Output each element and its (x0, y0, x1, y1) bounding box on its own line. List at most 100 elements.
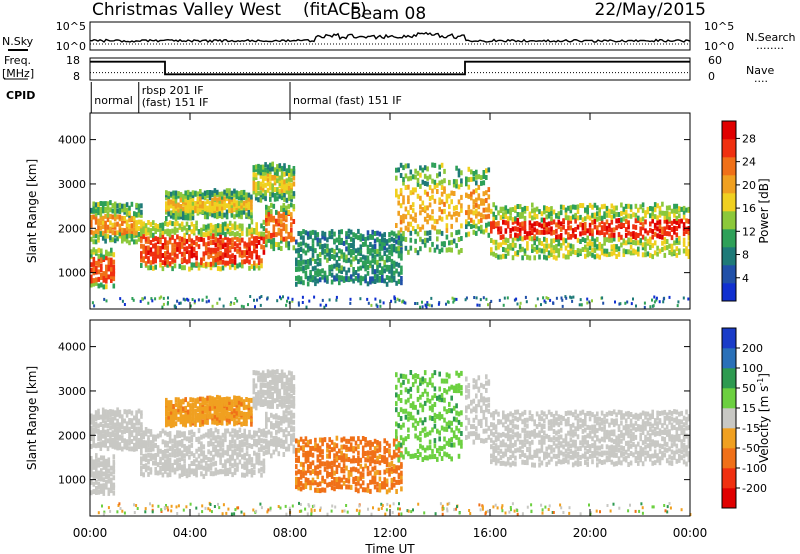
heatmap-cell (543, 435, 546, 441)
heatmap-cell (173, 439, 177, 445)
heatmap-cell (102, 477, 106, 483)
heatmap-cell (455, 410, 458, 416)
heatmap-cell (321, 234, 324, 240)
heatmap-cell (543, 451, 546, 457)
heatmap-cell (236, 248, 239, 254)
heatmap-cell (205, 300, 208, 304)
heatmap-cell (261, 399, 265, 405)
heatmap-cell (290, 380, 293, 385)
heatmap-cell (176, 253, 179, 259)
heatmap-cell (605, 248, 609, 254)
heatmap-cell (190, 434, 194, 440)
heatmap-cell (485, 175, 488, 180)
heatmap-cell (490, 453, 493, 459)
heatmap-cell (482, 198, 486, 204)
heatmap-cell (653, 240, 657, 246)
heatmap-cell (306, 450, 310, 456)
heatmap-cell (169, 203, 173, 209)
heatmap-cell (116, 203, 119, 209)
heatmap-cell (133, 427, 136, 433)
heatmap-cell (206, 214, 209, 220)
heatmap-cell (494, 205, 498, 211)
heatmap-cell (121, 227, 124, 233)
heatmap-cell (161, 455, 165, 461)
heatmap-cell (121, 421, 124, 427)
heatmap-cell (130, 446, 134, 452)
heatmap-cell (165, 216, 168, 221)
heatmap-cell (499, 460, 503, 466)
heatmap-cell (311, 256, 315, 262)
heatmap-cell (306, 247, 310, 253)
heatmap-cell (445, 389, 449, 395)
heatmap-cell (90, 274, 93, 280)
heatmap-cell (492, 425, 495, 431)
heatmap-cell (295, 484, 298, 490)
heatmap-cell (165, 406, 168, 412)
heatmap-cell (191, 208, 195, 214)
heatmap-cell (498, 298, 501, 302)
heatmap-cell (376, 264, 379, 270)
heatmap-cell (189, 403, 192, 409)
heatmap-cell (272, 241, 276, 247)
colorbar-swatch (722, 193, 736, 212)
heatmap-cell (504, 433, 508, 439)
heatmap-cell (228, 431, 232, 437)
heatmap-cell (366, 244, 370, 250)
heatmap-cell (216, 210, 219, 215)
heatmap-cell (497, 254, 500, 260)
heatmap-cell (107, 461, 111, 467)
heatmap-cell (245, 458, 249, 464)
heatmap-cell (419, 210, 422, 216)
heatmap-cell (663, 237, 667, 243)
heatmap-cell (342, 240, 346, 246)
heatmap-cell (179, 419, 183, 425)
heatmap-cell (262, 249, 266, 255)
heatmap-cell (411, 216, 415, 222)
heatmap-cell (328, 481, 331, 487)
heatmap-cell (106, 224, 110, 230)
heatmap-cell (371, 475, 374, 481)
heatmap-cell (559, 204, 563, 210)
heatmap-cell (171, 266, 174, 272)
heatmap-cell (335, 265, 339, 271)
heatmap-cell (480, 392, 483, 398)
heatmap-cell (321, 441, 324, 447)
heatmap-cell (603, 251, 606, 257)
cpid-label-1: rbsp 201 IF (142, 84, 204, 97)
heatmap-cell (646, 206, 650, 212)
heatmap-cell (276, 381, 279, 387)
heatmap-cell (252, 396, 256, 402)
heatmap-cell (255, 222, 258, 228)
heatmap-cell (242, 399, 246, 405)
heatmap-cell (393, 295, 396, 299)
heatmap-cell (316, 253, 320, 259)
heatmap-cell (100, 488, 103, 494)
heatmap-cell (223, 399, 226, 405)
heatmap-cell (485, 374, 488, 380)
heatmap-cell (216, 256, 220, 262)
heatmap-cell (557, 219, 561, 225)
heatmap-cell (460, 431, 463, 436)
heatmap-cell (119, 297, 122, 301)
heatmap-cell (436, 229, 439, 235)
heatmap-cell (438, 301, 441, 305)
heatmap-cell (399, 407, 403, 413)
heatmap-cell (302, 462, 305, 468)
heatmap-cell (276, 187, 279, 193)
heatmap-cell (448, 438, 451, 444)
heatmap-cell (314, 470, 317, 476)
heatmap-cell (280, 190, 284, 196)
heatmap-cell (502, 247, 505, 252)
heatmap-cell (270, 453, 273, 459)
heatmap-cell (142, 464, 145, 469)
heatmap-cell (270, 217, 273, 223)
heatmap-cell (632, 231, 635, 237)
heatmap-cell (511, 217, 515, 223)
heatmap-cell (292, 387, 296, 393)
heatmap-cell (140, 243, 143, 249)
heatmap-cell (379, 300, 382, 304)
heatmap-cell (600, 250, 604, 256)
heatmap-cell (237, 209, 241, 215)
heatmap-cell (99, 215, 103, 221)
heatmap-cell (445, 409, 449, 415)
